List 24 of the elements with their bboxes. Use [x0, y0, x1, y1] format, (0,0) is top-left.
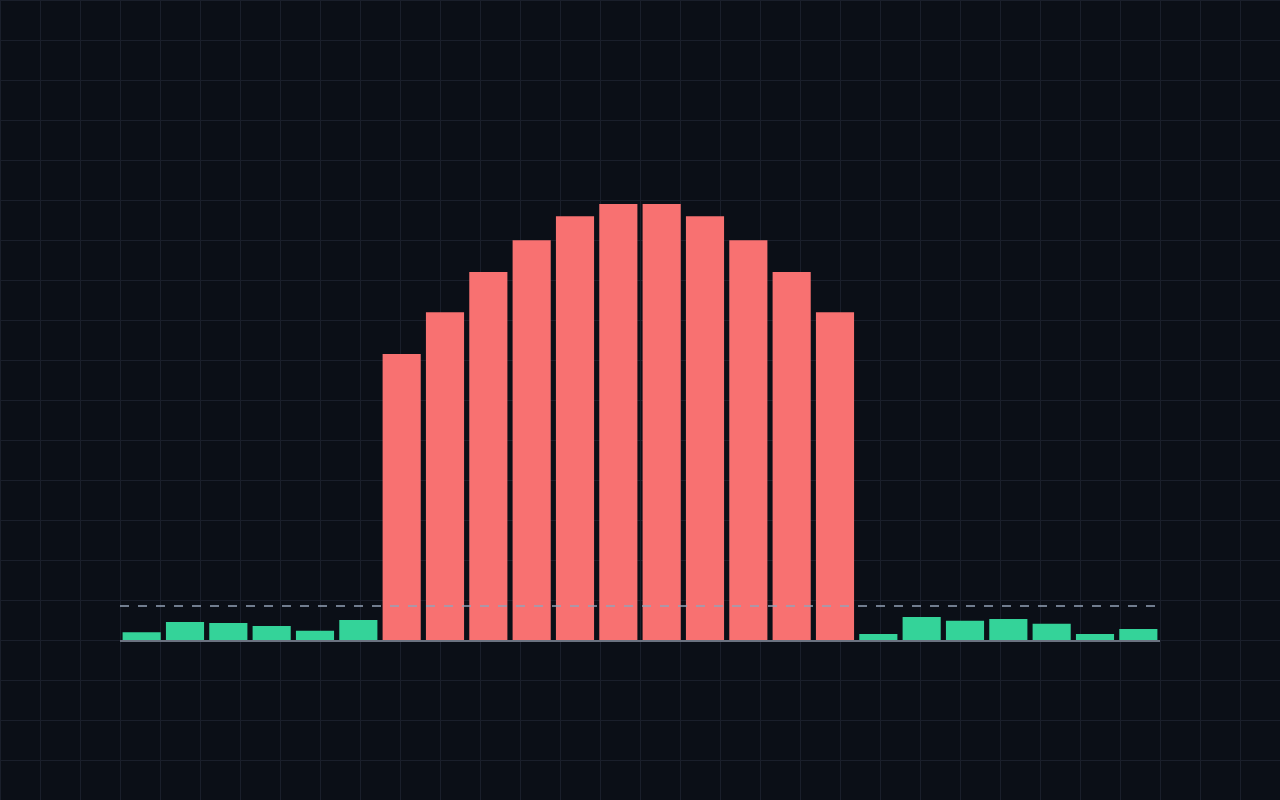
bar — [642, 204, 681, 640]
bar — [122, 632, 161, 640]
bar — [165, 622, 205, 640]
bar — [729, 240, 768, 640]
bar — [252, 626, 291, 640]
bar — [209, 623, 248, 640]
bar — [1075, 633, 1115, 640]
bar — [1032, 623, 1071, 640]
bar — [685, 216, 725, 640]
bar — [555, 216, 595, 640]
bar — [339, 619, 378, 640]
bar — [425, 312, 465, 640]
bar — [512, 240, 551, 640]
bar — [772, 272, 811, 640]
bar — [815, 312, 855, 640]
bar — [599, 204, 638, 640]
bar — [469, 272, 508, 640]
bar — [902, 616, 941, 640]
bar — [295, 630, 335, 640]
bar — [1119, 629, 1158, 640]
bar — [382, 353, 421, 640]
bar — [989, 619, 1028, 640]
bar — [859, 633, 898, 640]
bar — [945, 620, 985, 640]
